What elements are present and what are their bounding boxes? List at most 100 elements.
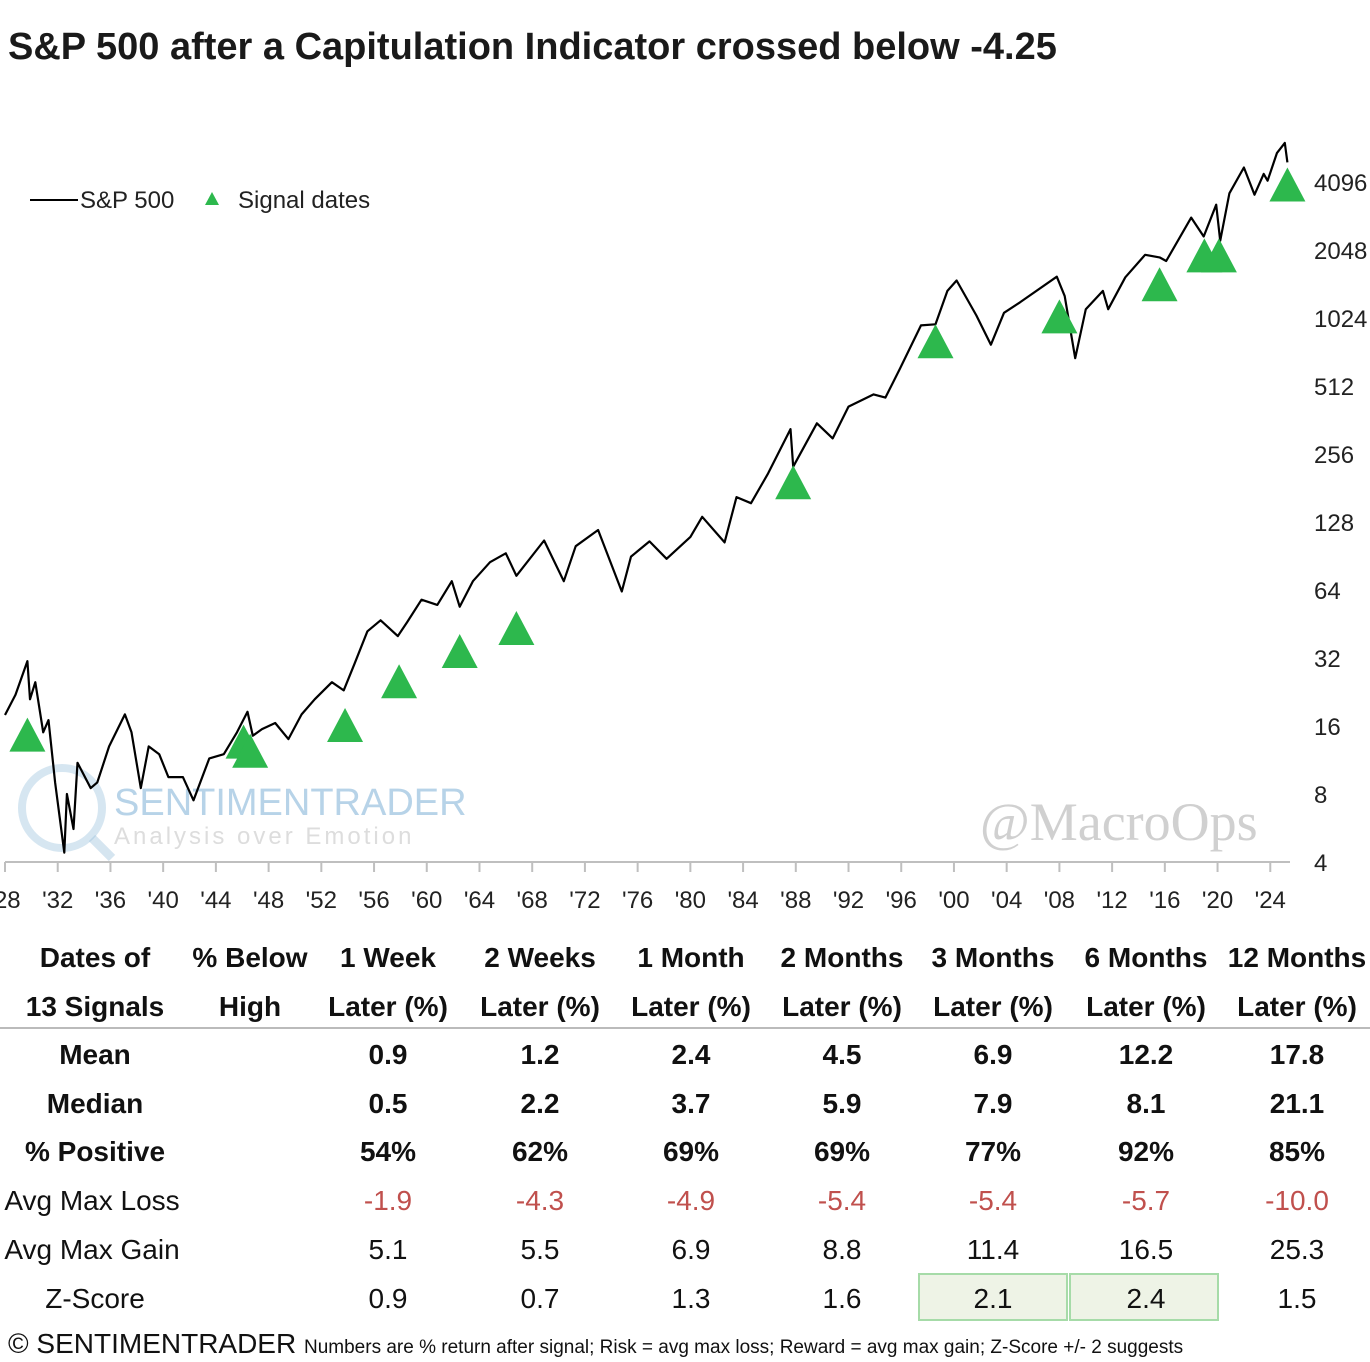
x-tick-label: '44 [200,887,231,914]
logo-magnifier-handle [88,834,116,862]
column-header: Later (%) [782,991,902,1022]
signal-marker [232,733,269,768]
footer-note: Numbers are % return after signal; Risk … [304,1337,1184,1358]
column-header: % Below [192,942,308,973]
legend-signals: Signal dates [238,187,370,214]
row-label: Avg Max Loss [4,1185,180,1216]
table-cell: 8.8 [822,1234,862,1265]
table-cell: 69% [662,1136,720,1167]
table-cell: -5.4 [968,1185,1018,1216]
row-label: Z-Score [45,1283,145,1314]
x-tick-label: '36 [95,887,126,914]
x-tick-label: '88 [780,887,811,914]
x-tick-label: '96 [886,887,917,914]
signal-marker [1269,167,1306,202]
x-tick-label: '40 [148,887,179,914]
x-tick-label: '92 [833,887,864,914]
table-cell: 25.3 [1269,1234,1325,1265]
table-cell: 6.9 [671,1234,711,1265]
y-tick-label: 1024 [1314,306,1367,333]
table-cell: 17.8 [1269,1039,1325,1070]
table-cell: -5.4 [817,1185,867,1216]
x-tick-label: '20 [1202,887,1233,914]
x-tick-label: '48 [253,887,284,914]
macroops-watermark: @MacroOps [980,792,1258,852]
table-cell: 0.5 [368,1088,408,1119]
table-header-divider [0,1027,1370,1029]
table-cell: 8.1 [1126,1088,1166,1119]
table-cell: 5.9 [822,1088,862,1119]
chart-title: S&P 500 after a Capitulation Indicator c… [8,26,1057,68]
signal-marker [1041,299,1078,334]
footer-brand: © SENTIMENTRADER [8,1328,297,1359]
table-cell: 0.9 [368,1039,408,1070]
column-header: 2 Weeks [484,942,596,973]
table-cell: 2.4 [671,1039,711,1070]
x-tick-label: '00 [938,887,969,914]
y-tick-label: 32 [1314,646,1341,673]
signal-marker [498,611,535,646]
column-header: 12 Months [1227,942,1367,973]
signal-marker [917,324,954,359]
highlight-cell [1069,1273,1219,1321]
table-cell: 0.9 [368,1283,408,1314]
column-header: 6 Months [1084,942,1208,973]
x-tick-label: '04 [991,887,1022,914]
table-cell: 4.5 [822,1039,862,1070]
signal-marker [9,717,46,752]
legend-triangle-icon [205,192,219,205]
table-cell: 1.3 [671,1283,711,1314]
x-tick-label: '08 [1044,887,1075,914]
signal-marker [1200,238,1237,273]
x-tick-label: '76 [622,887,653,914]
table-cell: 16.5 [1118,1234,1174,1265]
table-cell: -5.7 [1121,1185,1171,1216]
x-tick-label: '68 [517,887,548,914]
table-cell: -4.9 [666,1185,716,1216]
y-tick-label: 2048 [1314,238,1367,265]
y-tick-label: 256 [1314,442,1354,469]
x-tick-label: '28 [0,887,21,914]
table-cell: -4.3 [515,1185,565,1216]
y-tick-label: 16 [1314,714,1341,741]
table-cell: 62% [511,1136,569,1167]
column-header: 1 Week [340,942,436,973]
table-cell: 6.9 [973,1039,1013,1070]
signal-marker [1141,267,1178,302]
x-tick-label: '16 [1149,887,1180,914]
x-tick-label: '56 [358,887,389,914]
column-header: 3 Months [931,942,1055,973]
table-cell: -1.9 [363,1185,413,1216]
column-header: Later (%) [1237,991,1357,1022]
table-cell: 12.2 [1118,1039,1174,1070]
table-cell: 85% [1268,1136,1326,1167]
table-cell: 5.5 [520,1234,560,1265]
table-cell: 1.6 [822,1283,862,1314]
table-cell: 0.7 [520,1283,560,1314]
signal-marker [775,465,812,500]
y-tick-label: 512 [1314,374,1354,401]
signal-marker [441,634,478,669]
column-header: Later (%) [480,991,600,1022]
legend-sp500: S&P 500 [80,187,174,214]
y-tick-label: 8 [1314,782,1327,809]
logo-magnifier-icon [18,764,106,852]
x-tick-label: '64 [464,887,495,914]
signal-marker [381,664,418,699]
table-cell: 1.5 [1277,1283,1317,1314]
row-label: Avg Max Gain [4,1234,180,1265]
logo-tagline: Analysis over Emotion [114,823,414,850]
sp500-line [4,141,1289,854]
table-cell: 21.1 [1269,1088,1325,1119]
column-header: Later (%) [933,991,1053,1022]
y-tick-label: 4 [1314,850,1327,877]
x-tick-label: '24 [1255,887,1286,914]
column-header: 1 Month [637,942,745,973]
table-cell: 54% [359,1136,417,1167]
y-tick-label: 128 [1314,510,1354,537]
table-cell: 3.7 [671,1088,711,1119]
column-header: Later (%) [1086,991,1206,1022]
row-label: Mean [59,1039,131,1070]
row-label: Median [46,1088,144,1119]
